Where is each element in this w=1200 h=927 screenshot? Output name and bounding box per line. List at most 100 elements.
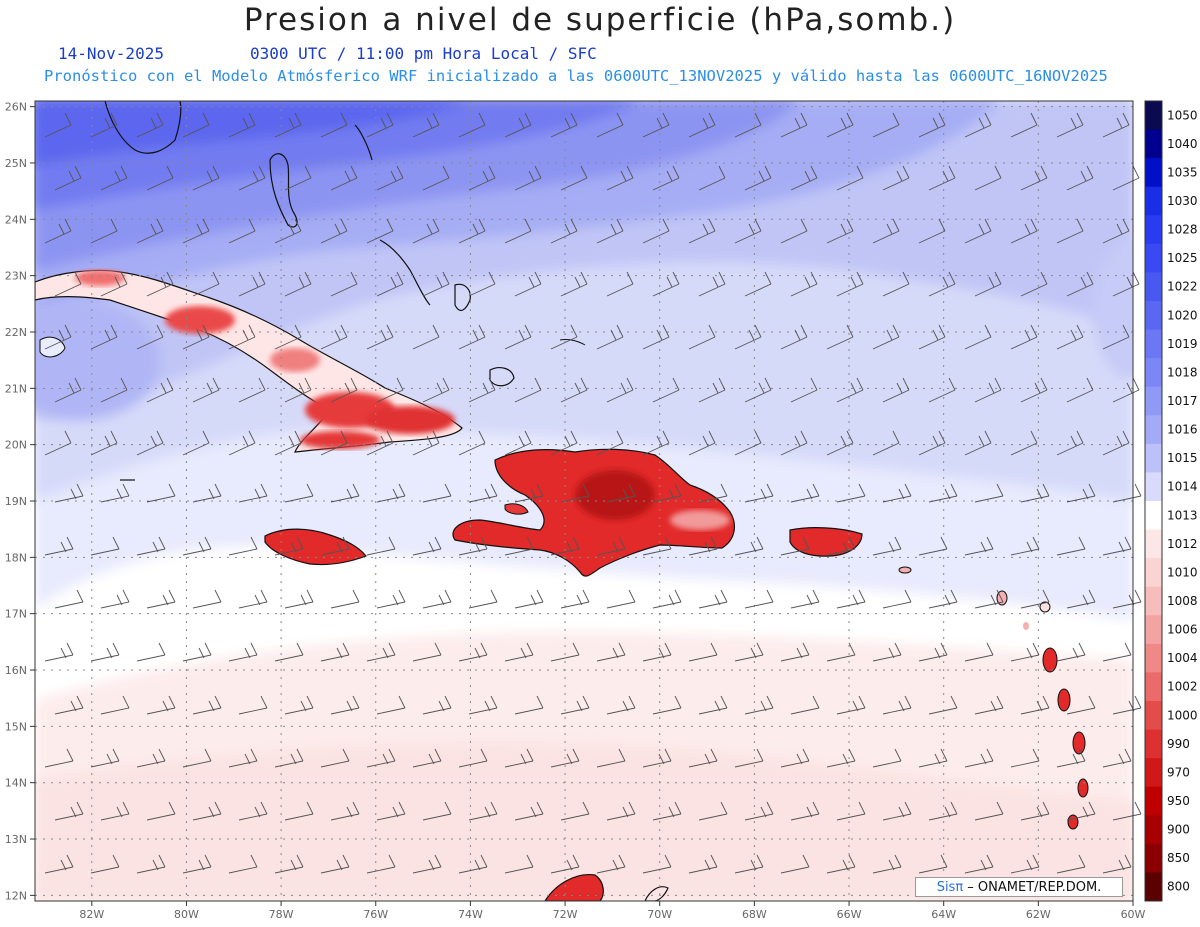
wind-barb [422, 271, 450, 297]
lat-label: 24N [5, 213, 27, 226]
wind-barb [1056, 218, 1084, 244]
wind-barb [238, 165, 266, 191]
wind-barb [826, 218, 854, 244]
wind-barb [652, 483, 682, 503]
wind-barb [780, 642, 810, 662]
wind-barb [44, 112, 72, 138]
wind-barb [238, 483, 268, 503]
wind-barb [90, 218, 118, 244]
wind-barb [928, 377, 956, 403]
wind-barb [1020, 801, 1050, 821]
wind-barb [918, 324, 946, 350]
wind-barb [1020, 271, 1048, 297]
wind-barb [872, 854, 902, 874]
colorbar-label: 1040 [1167, 137, 1198, 151]
wind-barb [836, 271, 864, 297]
wind-barb [560, 377, 588, 403]
wind-barb [182, 748, 212, 768]
colorbar-label: 850 [1167, 851, 1190, 865]
wind-barb [734, 112, 762, 138]
wind-barb [274, 536, 304, 556]
wind-barb [698, 377, 726, 403]
wind-barb [192, 695, 222, 715]
colorbar-label: 1006 [1167, 623, 1198, 637]
wind-barb [652, 377, 680, 403]
wind-barb [284, 589, 314, 609]
wind-barb [136, 324, 164, 350]
lat-label: 13N [5, 833, 27, 846]
wind-barb [790, 589, 820, 609]
wind-barb [734, 218, 762, 244]
wind-barb [780, 218, 808, 244]
wind-barb [872, 642, 902, 662]
wind-barb [146, 271, 174, 297]
wind-barb [468, 483, 498, 503]
wind-barb [468, 589, 498, 609]
wind-barb [918, 536, 948, 556]
colorbar-swatch [1145, 843, 1162, 873]
wind-barb [504, 854, 534, 874]
wind-barb [54, 801, 84, 821]
wind-barb [366, 748, 396, 768]
colorbar-swatch [1145, 472, 1162, 502]
wind-barb [928, 589, 958, 609]
wind-barb [596, 748, 626, 768]
wind-barb [44, 430, 72, 456]
wind-barb [744, 165, 772, 191]
wind-barb [320, 642, 350, 662]
wind-barb [182, 854, 212, 874]
wind-barb [918, 854, 948, 874]
lon-label: 76W [363, 908, 388, 921]
colorbar-label: 1028 [1167, 223, 1198, 237]
colorbar-label: 1018 [1167, 365, 1198, 379]
wind-barb [330, 271, 358, 297]
wind-barb [44, 854, 74, 874]
credit-text: – ONAMET/REP.DOM. [963, 880, 1102, 895]
lat-label: 17N [5, 608, 27, 621]
wind-barb [1056, 430, 1084, 456]
pressure-field [35, 101, 1133, 901]
wind-barb [504, 642, 534, 662]
wind-barb [688, 112, 716, 138]
wind-barb [964, 748, 994, 768]
wind-barb [642, 430, 670, 456]
wind-barb [872, 536, 902, 556]
colorbar-swatch [1145, 529, 1162, 559]
wind-barb [412, 218, 440, 244]
credit-box: Sisπ – ONAMET/REP.DOM. [915, 877, 1123, 897]
wind-barb [1112, 271, 1140, 297]
wind-barb [330, 483, 360, 503]
wind-barb [780, 536, 810, 556]
wind-barb [642, 324, 670, 350]
longitude-labels: 82W 80W 78W 76W 74W 72W 70W 68W 66W 64W 62W 60W [79, 908, 1145, 921]
wind-barb [836, 165, 864, 191]
wind-barb [284, 695, 314, 715]
wind-barb [182, 218, 210, 244]
wind-barb [882, 589, 912, 609]
wind-barb [734, 536, 764, 556]
wind-barb [596, 218, 624, 244]
wind-barb [192, 271, 220, 297]
wind-barb [882, 377, 910, 403]
wind-barb [872, 112, 900, 138]
wind-barb [836, 377, 864, 403]
wind-barb [642, 854, 672, 874]
wind-barb [560, 483, 590, 503]
wind-barb [366, 112, 394, 138]
wind-barb [780, 430, 808, 456]
lat-label: 26N [5, 101, 27, 114]
wind-barb [228, 112, 256, 138]
lon-label: 60W [1121, 908, 1146, 921]
wind-barb [458, 112, 486, 138]
wind-barb [560, 695, 590, 715]
wind-barb [734, 642, 764, 662]
wind-barb [734, 324, 762, 350]
wind-barb [320, 854, 350, 874]
wind-barb [44, 324, 72, 350]
colorbar-swatch [1145, 415, 1162, 445]
wind-barb [146, 801, 176, 821]
wind-barb [606, 695, 636, 715]
lat-label: 22N [5, 326, 27, 339]
wind-barb [90, 854, 120, 874]
lon-label: 68W [742, 908, 767, 921]
